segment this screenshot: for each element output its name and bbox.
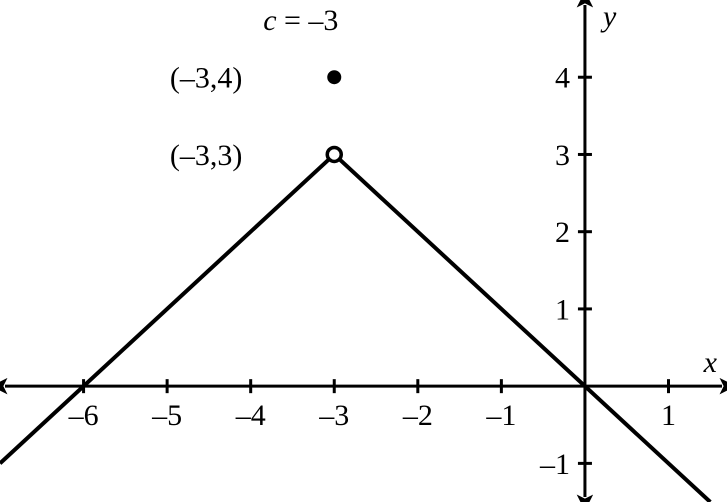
y-tick-label: 4 [555, 62, 570, 95]
x-tick-label: 1 [661, 399, 676, 432]
y-axis-label: y [600, 0, 617, 33]
plot-background [0, 0, 727, 502]
annotation-label: (–3,4) [170, 62, 242, 95]
y-tick-label: –1 [539, 448, 570, 481]
x-tick-label: –2 [402, 399, 433, 432]
y-tick-label: 2 [555, 216, 570, 249]
y-tick-label: 3 [555, 139, 570, 172]
open-point [327, 147, 341, 161]
absolute-value-limit-plot: –6 –5 –4 –3 –2 –1 1 –1 1 2 3 4 x y c = –3 (–3,4) (–3,3) [0, 0, 727, 502]
annotation-label: c = –3 [263, 4, 338, 37]
x-tick-label: –5 [151, 399, 182, 432]
annotation-label: (–3,3) [170, 139, 242, 172]
x-tick-label: –1 [485, 399, 516, 432]
closed-point [327, 70, 341, 84]
x-tick-label: –3 [318, 399, 349, 432]
x-tick-label: –6 [68, 399, 99, 432]
x-tick-label: –4 [235, 399, 266, 432]
y-tick-label: 1 [555, 293, 570, 326]
x-axis-label: x [703, 346, 718, 379]
